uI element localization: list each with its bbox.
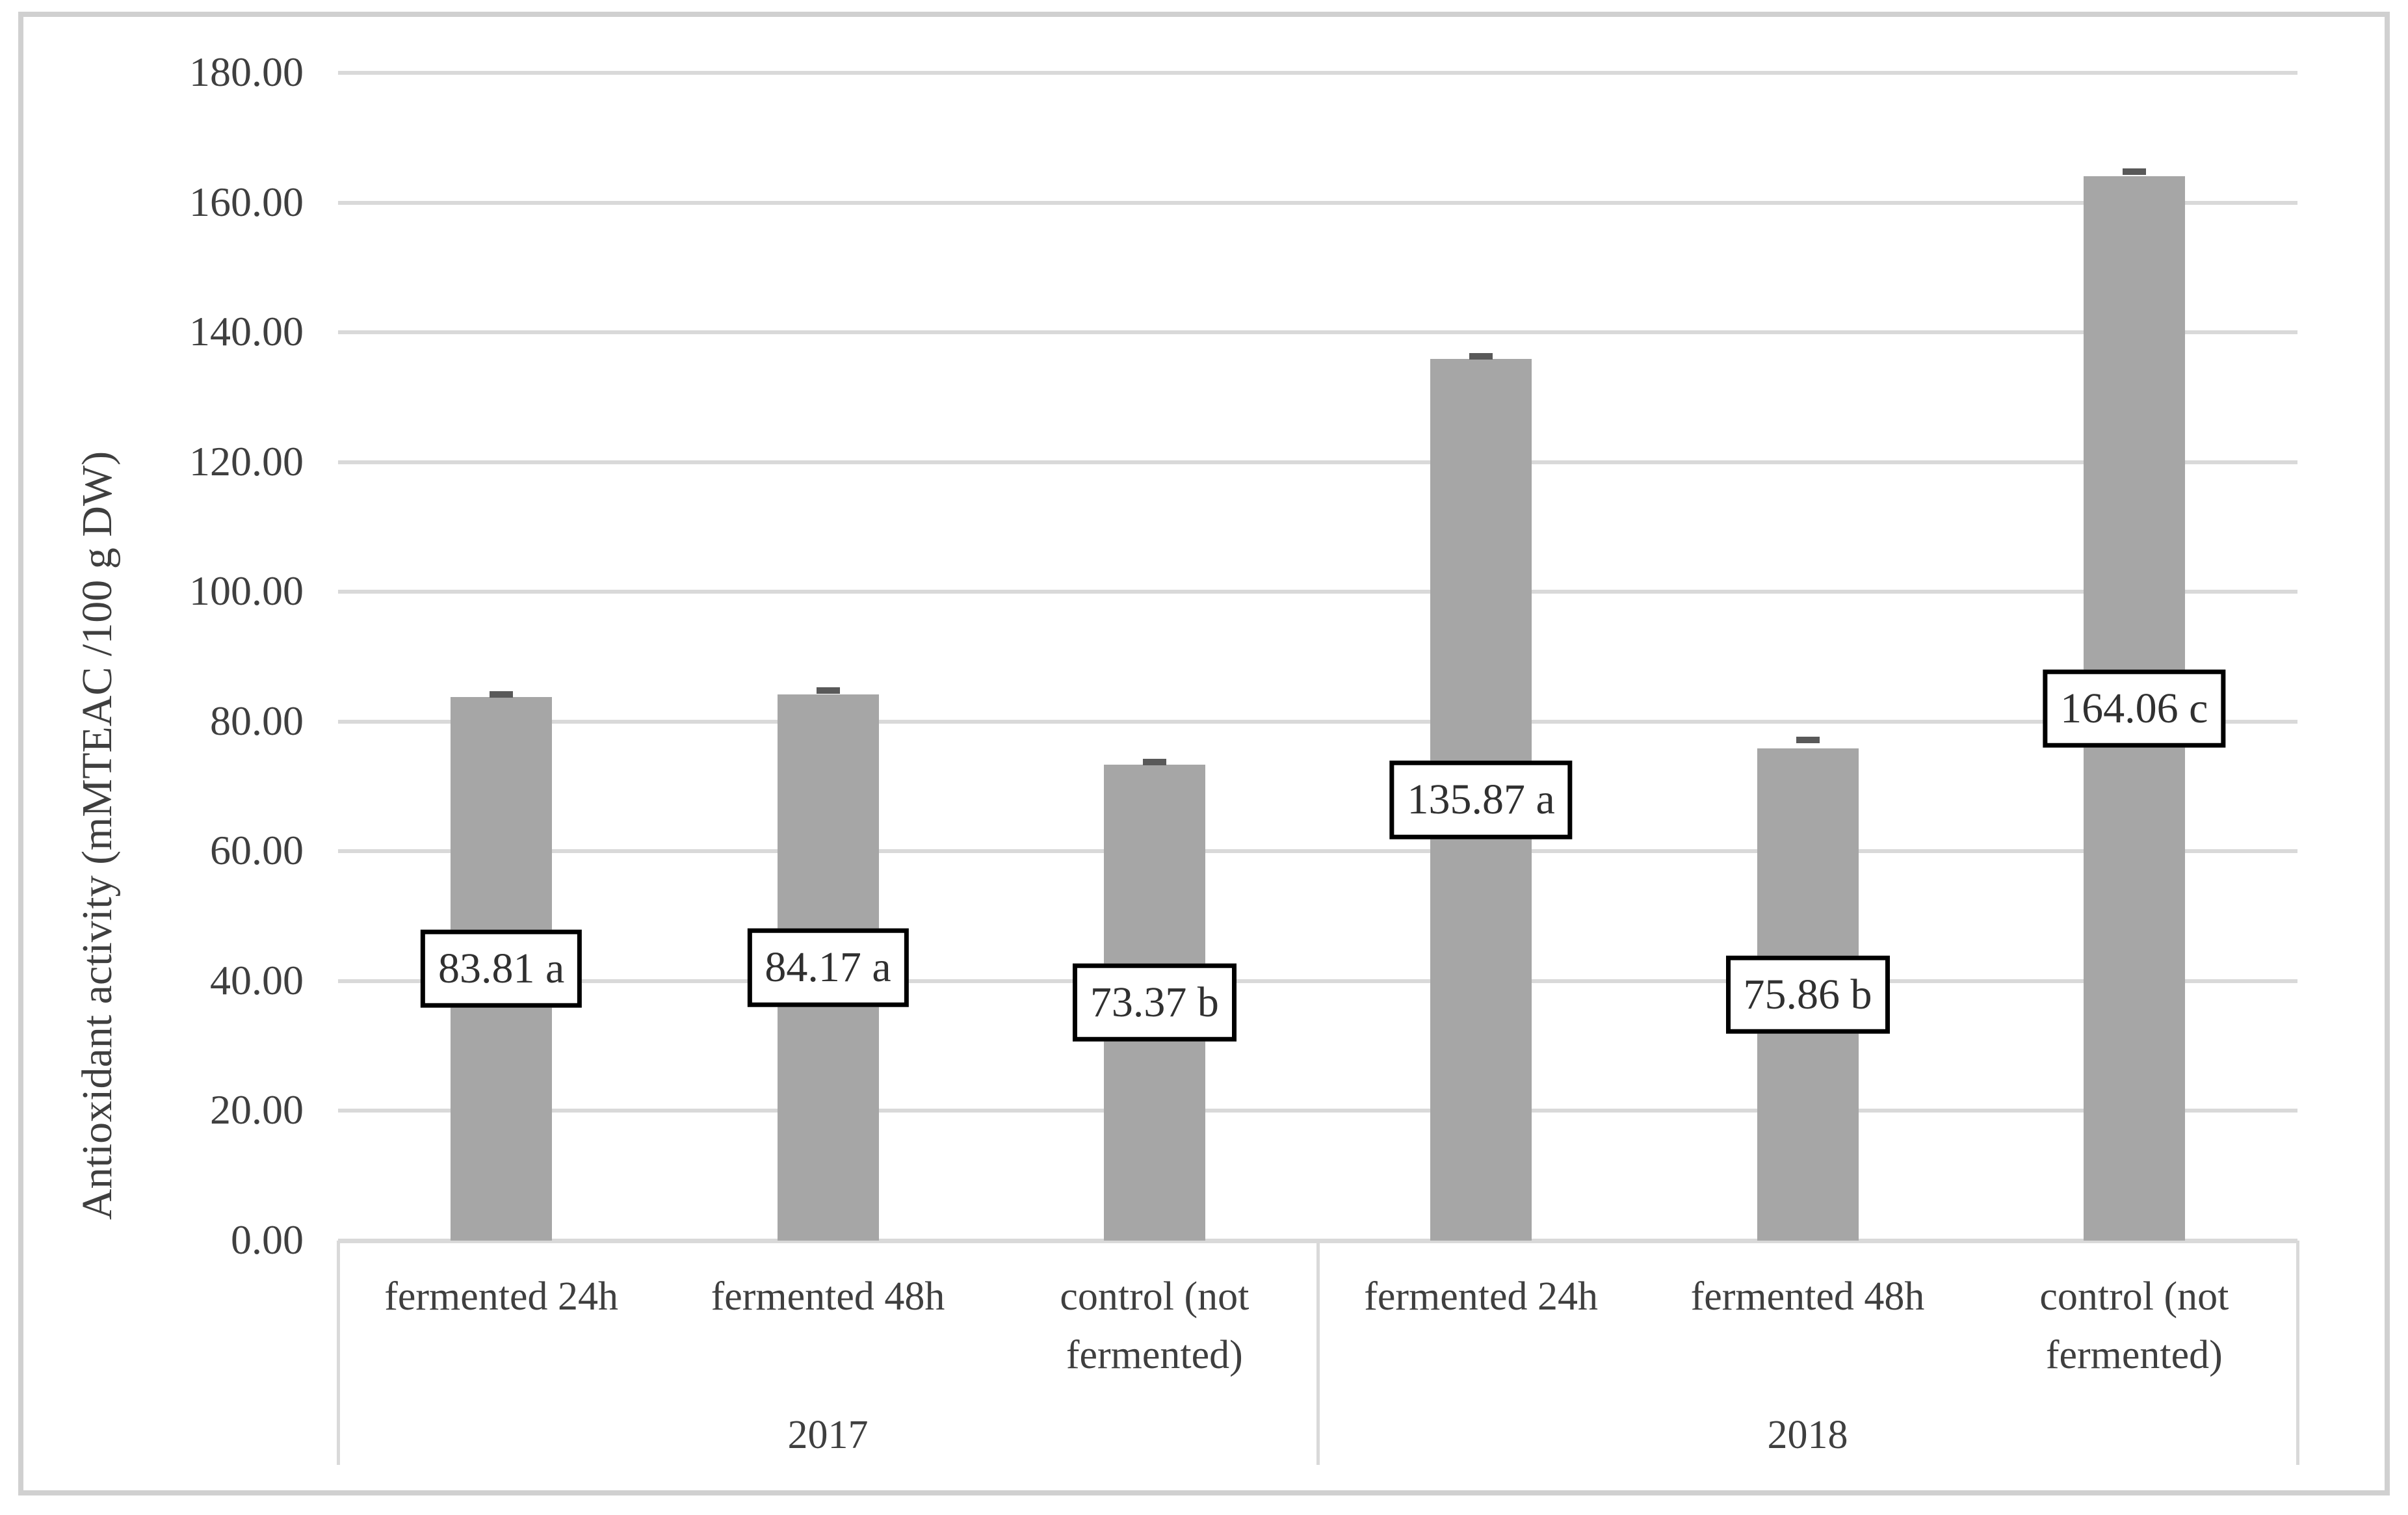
y-tick-label: 180.00 [189, 49, 304, 95]
error-bar-cap [1796, 737, 1820, 744]
error-bar-cap [2122, 168, 2146, 176]
year-band-divider [2296, 1241, 2299, 1465]
year-label: 2017 [787, 1413, 869, 1457]
category-label: fermented 24h [1364, 1274, 1599, 1319]
year-label: 2018 [1767, 1413, 1848, 1457]
error-bar-cap [490, 691, 514, 698]
gridline [338, 200, 2297, 205]
category-label: fermented 48h [711, 1274, 945, 1319]
category-label: control (not fermented) [2039, 1274, 2229, 1377]
y-tick-label: 60.00 [210, 827, 304, 874]
data-label-box: 84.17 a [747, 928, 909, 1007]
y-tick-label: 140.00 [189, 308, 304, 355]
error-bar-cap [1142, 758, 1166, 765]
error-bar-cap [1469, 353, 1493, 360]
y-tick-label: 100.00 [189, 568, 304, 614]
y-tick-label: 80.00 [210, 697, 304, 744]
y-tick-label: 20.00 [210, 1087, 304, 1133]
category-label: fermented 48h [1690, 1274, 1925, 1319]
y-tick-label: 40.00 [210, 956, 304, 1003]
gridline [338, 330, 2297, 335]
y-tick-label: 0.00 [231, 1217, 304, 1263]
gridline [338, 1109, 2297, 1113]
gridline [338, 979, 2297, 983]
data-label-box: 73.37 b [1072, 963, 1237, 1042]
y-tick-label: 120.00 [189, 438, 304, 484]
year-band-divider [337, 1241, 340, 1465]
gridline [338, 460, 2297, 464]
gridline [338, 719, 2297, 724]
error-bar-cap [816, 687, 840, 694]
y-tick-label: 160.00 [189, 178, 304, 225]
year-band-divider [1316, 1241, 1320, 1465]
category-label: fermented 24h [384, 1274, 619, 1319]
gridline [338, 71, 2297, 75]
data-label-box: 135.87 a [1389, 760, 1573, 839]
data-label-box: 83.81 a [421, 929, 582, 1008]
data-label-box: 164.06 c [2043, 669, 2226, 748]
category-label: control (not fermented) [1060, 1274, 1250, 1377]
data-label-box: 75.86 b [1725, 955, 1890, 1034]
chart-outer-frame [18, 12, 2390, 1495]
gridline [338, 590, 2297, 594]
gridline [338, 849, 2297, 854]
